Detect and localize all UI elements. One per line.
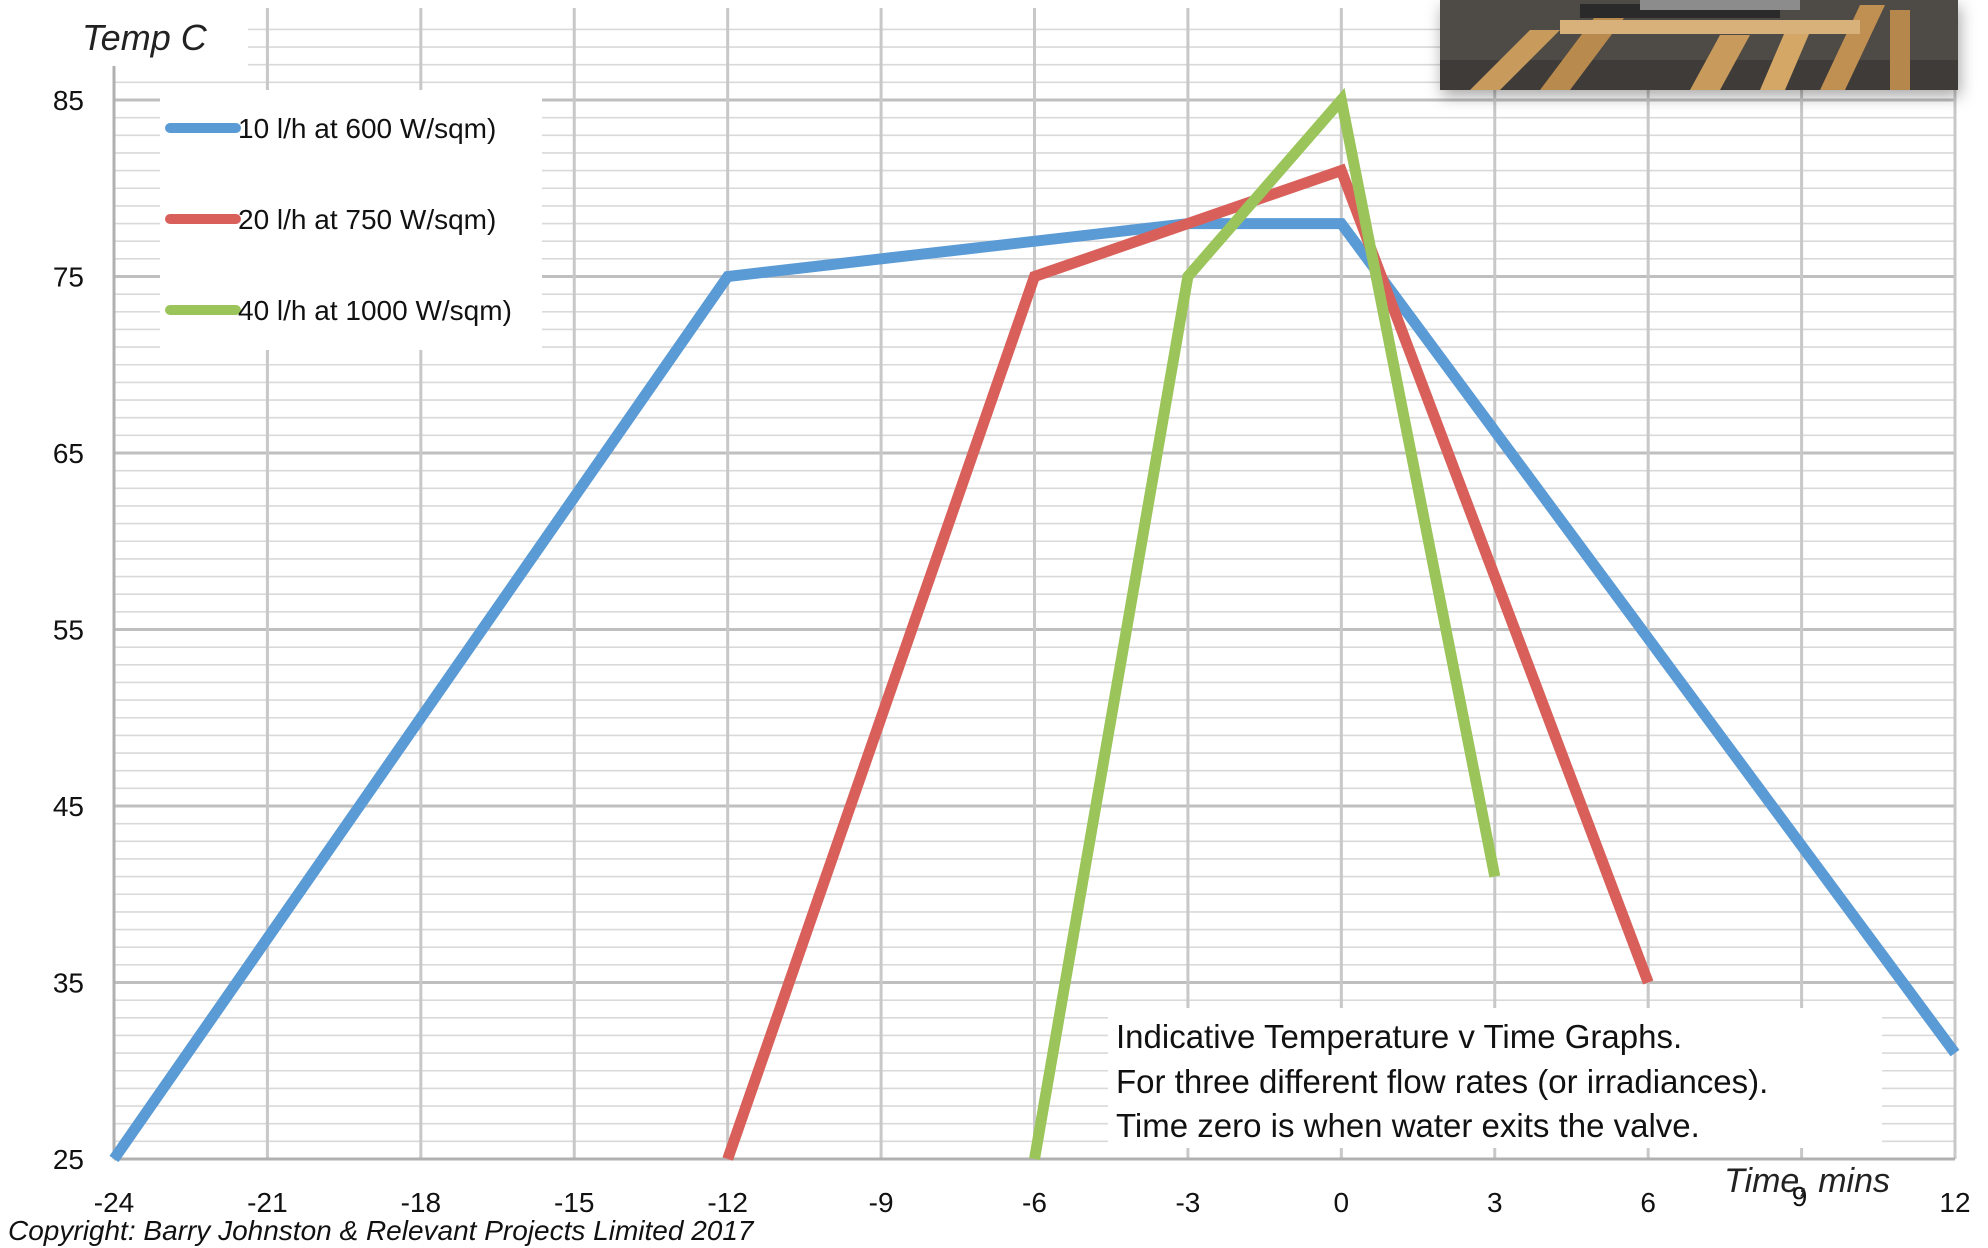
series-line-3 [1029,87,1501,1160]
x-axis-label-text: Time, mins [1724,1162,1890,1200]
x-tick-label: -18 [401,1187,441,1218]
legend-label: 10 l/h at 600 W/sqm) [238,113,496,144]
y-tick-label: 35 [53,968,84,999]
y-axis-label: Temp C [70,8,248,66]
series-line-2 [722,163,1654,1161]
legend: 10 l/h at 600 W/sqm) 20 l/h at 750 W/sqm)… [160,90,542,350]
x-tick-label: 3 [1487,1187,1503,1218]
annotation-box: Indicative Temperature v Time Graphs. Fo… [1108,1008,1882,1148]
y-axis-label-text: Temp C [82,17,208,58]
legend-label: 40 l/h at 1000 W/sqm) [238,295,512,326]
legend-entry-1: 10 l/h at 600 W/sqm) [165,113,496,144]
legend-entry-2: 20 l/h at 750 W/sqm) [165,204,496,235]
x-tick-label: -21 [247,1187,287,1218]
x-tick-label: 6 [1640,1187,1656,1218]
y-tick-label: 85 [53,85,84,116]
legend-entry-3: 40 l/h at 1000 W/sqm) [165,295,512,326]
x-tick-label: -15 [554,1187,594,1218]
annotation-line-2: For three different flow rates (or irrad… [1116,1063,1768,1100]
y-tick-label: 55 [53,615,84,646]
series-layer [109,87,1960,1163]
y-tick-label: 75 [53,262,84,293]
annotation-line-3: Time zero is when water exits the valve. [1116,1107,1700,1144]
x-tick-label: -3 [1175,1187,1200,1218]
annotation-line-1: Indicative Temperature v Time Graphs. [1116,1018,1682,1055]
y-tick-label: 25 [53,1144,84,1175]
copyright-text: Copyright: Barry Johnston & Relevant Pro… [8,1215,755,1246]
y-tick-label: 65 [53,438,84,469]
x-tick-label: -9 [869,1187,894,1218]
x-tick-label: -24 [94,1187,134,1218]
x-tick-label: -12 [707,1187,747,1218]
x-tick-label: -6 [1022,1187,1047,1218]
tick-labels: 25 35 45 55 65 75 85 -24 -21 -18 -15 -12 -9 -6 -3 0 3 6 12… [53,85,1971,1218]
x-tick-label: 0 [1334,1187,1350,1218]
x-axis-label: Time, mins [1724,1162,1890,1200]
x-tick-label: 9 [1792,1181,1808,1212]
y-tick-label: 45 [53,791,84,822]
solar-collector-photo [1440,0,1958,90]
x-tick-label: 12 [1939,1187,1970,1218]
legend-label: 20 l/h at 750 W/sqm) [238,204,496,235]
